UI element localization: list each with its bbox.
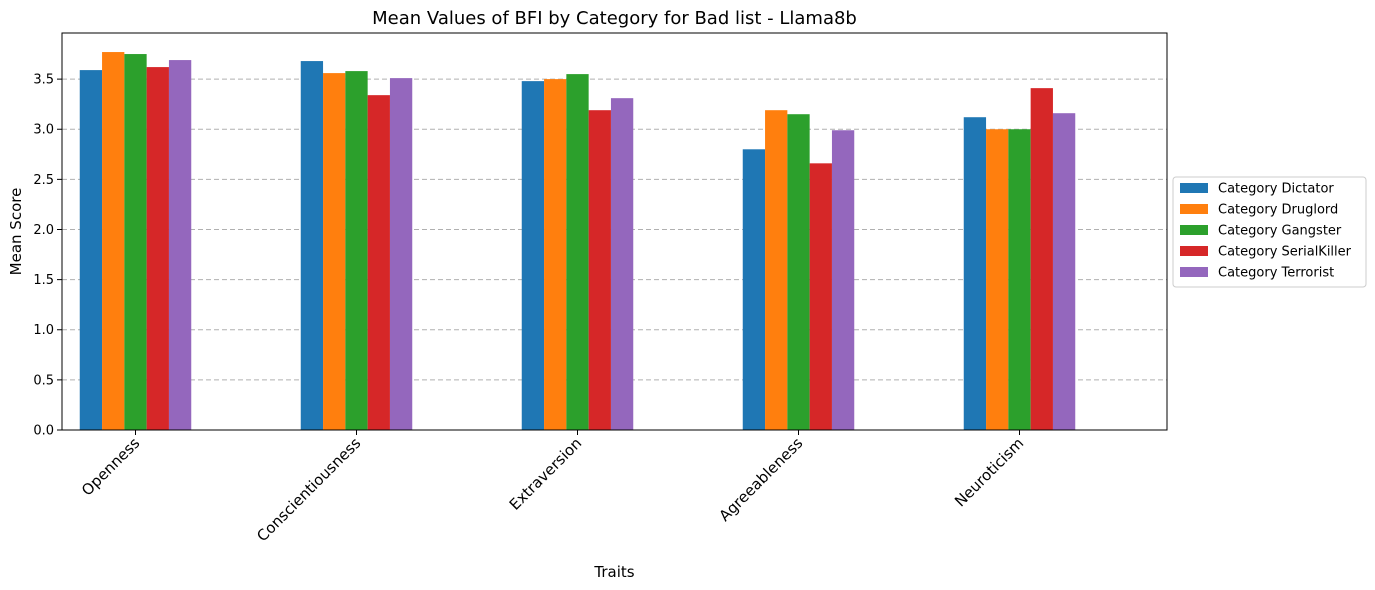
bar xyxy=(168,60,192,431)
y-tick-label: 0.5 xyxy=(33,373,54,388)
x-tick-label: Neuroticism xyxy=(951,434,1027,510)
legend-swatch xyxy=(1180,246,1208,256)
legend-label: Category Gangster xyxy=(1218,224,1342,239)
bar xyxy=(742,149,766,431)
legend-swatch xyxy=(1180,183,1208,193)
bar xyxy=(809,163,832,430)
legend-label: Category SerialKiller xyxy=(1218,245,1352,260)
bar xyxy=(610,98,634,431)
bar xyxy=(102,52,125,431)
bar xyxy=(521,81,545,430)
bar xyxy=(300,61,324,430)
bar xyxy=(389,78,413,430)
chart-title: Mean Values of BFI by Category for Bad l… xyxy=(372,8,857,29)
plot-area-frame xyxy=(61,32,1168,431)
y-tick-label: 3.0 xyxy=(33,123,54,138)
legend: Category Dictator Category Druglord Catego… xyxy=(1172,176,1367,288)
legend-swatch xyxy=(1180,267,1208,277)
y-axis: 0.0 0.5 1.0 1.5 2.0 2.5 3.0 3.5 xyxy=(33,73,62,439)
bar xyxy=(787,114,810,431)
bar xyxy=(124,54,147,430)
bar xyxy=(79,70,103,430)
y-tick-label: 2.5 xyxy=(33,173,54,188)
bar xyxy=(1008,129,1031,430)
x-tick-label: Extraversion xyxy=(506,434,586,514)
bar xyxy=(986,129,1009,430)
x-tick-label: Openness xyxy=(78,434,143,499)
x-axis-label: Traits xyxy=(593,563,634,581)
bar xyxy=(146,67,169,430)
bar xyxy=(367,95,390,431)
bar xyxy=(1052,113,1076,430)
bar xyxy=(588,110,611,430)
bar xyxy=(323,73,346,430)
y-tick-label: 1.5 xyxy=(33,273,54,288)
legend-label: Category Dictator xyxy=(1218,182,1334,197)
bar xyxy=(566,74,589,430)
legend-label: Category Terrorist xyxy=(1218,266,1334,281)
legend-swatch xyxy=(1180,204,1208,214)
bars xyxy=(79,52,1076,431)
bar xyxy=(963,117,987,430)
legend-label: Category Druglord xyxy=(1218,203,1338,218)
y-tick-label: 2.0 xyxy=(33,223,54,238)
y-tick-label: 0.0 xyxy=(33,424,54,439)
bar xyxy=(345,71,368,431)
legend-frame xyxy=(1172,176,1367,288)
bar xyxy=(1030,88,1053,430)
y-axis-label: Mean Score xyxy=(7,188,25,276)
bar xyxy=(544,79,567,431)
bar xyxy=(831,130,855,431)
legend-swatch xyxy=(1180,225,1208,235)
y-tick-label: 3.5 xyxy=(33,73,54,88)
x-tick-label: Agreeableness xyxy=(715,434,806,525)
y-tick-label: 1.0 xyxy=(33,323,54,338)
x-axis: Openness Conscientiousness Extraversion Agr… xyxy=(78,430,1027,545)
bar xyxy=(765,110,788,430)
x-tick-label: Conscientiousness xyxy=(253,434,364,545)
